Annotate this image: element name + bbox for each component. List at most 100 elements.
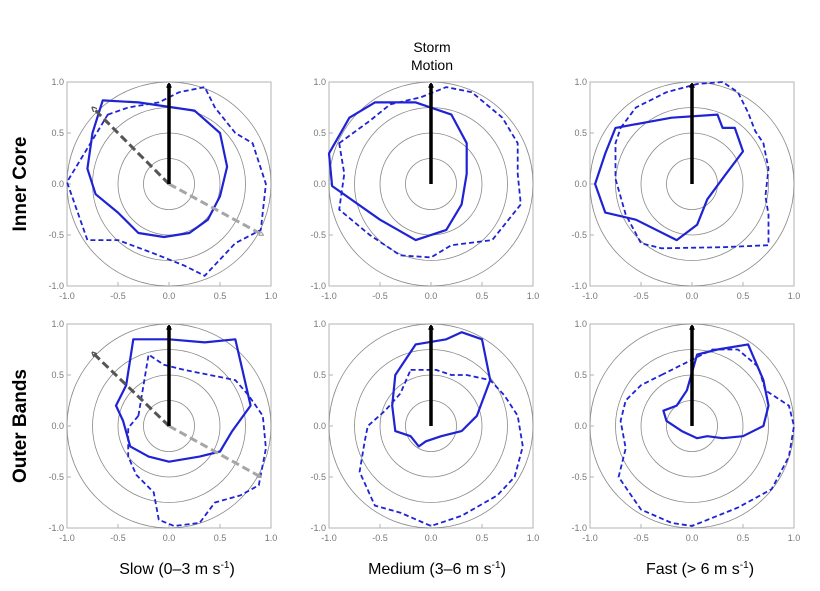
y-tick-label: 1.0 [313,319,326,329]
x-tick-label: 0.5 [214,291,227,301]
x-tick-label: -1.0 [582,533,598,543]
y-tick-label: -1.0 [310,523,326,533]
solid-contour [662,343,770,440]
column-label-superscript: -1 [492,560,501,571]
dashed-contour [127,353,267,527]
column-label-text: Medium (3–6 m s [368,561,492,578]
y-tick-label: 0.0 [51,179,64,189]
x-tick-label: 1.0 [788,533,801,543]
x-tick-label: 1.0 [788,291,801,301]
x-tick-label: 0.5 [737,291,750,301]
y-tick-label: -1.0 [571,281,587,291]
y-tick-label: 0.5 [313,370,326,380]
x-tick-label: 0.5 [476,291,489,301]
dashed-contour [614,81,770,250]
y-tick-label: -1.0 [48,523,64,533]
x-tick-label: 0.0 [163,291,176,301]
y-tick-label: 0.0 [574,421,587,431]
row-label-inner-core: Inner Core [10,136,31,231]
panel-inner-core-medium: -1.0 -0.5 0.0 0.5 1.0 1.0 0.5 0.0 -0.5 -1.0 [310,77,539,301]
dashed-contour [617,348,795,527]
y-tick-label: -0.5 [310,472,326,482]
x-tick-label: 1.0 [527,291,540,301]
y-tick-label: 1.0 [313,77,326,87]
y-tick-label: 0.0 [313,421,326,431]
column-label-superscript: -1 [221,560,230,571]
column-label-superscript: -1 [740,560,749,571]
x-tick-label: -0.5 [110,533,126,543]
x-tick-label: -0.5 [633,291,649,301]
y-tick-label: -1.0 [571,523,587,533]
column-label-medium: Medium (3–6 m s-1) [368,560,506,578]
x-tick-label: 0.0 [425,533,438,543]
y-tick-label: 0.0 [51,421,64,431]
column-label-close: ) [749,561,754,578]
dashed-contour [66,86,267,277]
column-label-close: ) [229,561,234,578]
y-tick-label: 0.5 [574,370,587,380]
x-tick-label: 0.0 [686,533,699,543]
x-tick-label: -1.0 [321,533,337,543]
y-tick-label: -0.5 [310,230,326,240]
column-label-text: Fast (> 6 m s [646,561,740,578]
y-tick-label: 0.5 [574,128,587,138]
column-label-close: ) [501,561,506,578]
solid-contour [86,99,229,239]
x-tick-label: -1.0 [59,533,75,543]
x-tick-label: -0.5 [110,291,126,301]
x-tick-label: 0.5 [476,533,489,543]
y-tick-label: 0.5 [313,128,326,138]
column-label-text: Slow (0–3 m s [119,561,220,578]
y-tick-label: -0.5 [571,472,587,482]
panel-outer-bands-slow: -1.0 -0.5 0.0 0.5 1.0 1.0 0.5 0.0 -0.5 -1.0 [48,319,277,543]
x-tick-label: 1.0 [527,533,540,543]
y-tick-label: 1.0 [574,319,587,329]
y-tick-label: 1.0 [51,77,64,87]
solid-contour [391,331,492,448]
x-tick-label: -0.5 [372,533,388,543]
x-tick-label: -0.5 [372,291,388,301]
x-tick-label: 0.5 [214,533,227,543]
y-tick-label: -0.5 [48,230,64,240]
y-tick-label: 0.5 [51,128,64,138]
x-tick-label: -1.0 [321,291,337,301]
x-tick-label: 0.0 [163,533,176,543]
row-label-outer-bands: Outer Bands [10,369,31,483]
y-tick-label: -0.5 [571,230,587,240]
panel-outer-bands-fast: -1.0 -0.5 0.0 0.5 1.0 1.0 0.5 0.0 -0.5 -1.0 [571,319,800,543]
x-tick-label: 0.0 [425,291,438,301]
dashed-contour [358,368,524,527]
y-tick-label: -1.0 [310,281,326,291]
x-tick-label: -1.0 [59,291,75,301]
panel-grid: -1.0 -0.5 0.0 0.5 1.01.00.50.0-0.5-1.0-1.0 -0… [48,77,800,543]
dashed-contour [338,86,522,259]
y-tick-label: 0.5 [51,370,64,380]
x-tick-label: 0.5 [737,533,750,543]
direction-arrow [93,353,171,428]
y-tick-label: 1.0 [51,319,64,329]
solid-contour [327,101,468,242]
solid-contour [114,338,252,463]
column-label-slow: Slow (0–3 m s-1) [119,560,235,578]
solid-contour [593,113,745,242]
storm-motion-label-line2: Motion [411,57,453,73]
y-tick-label: 1.0 [574,77,587,87]
direction-arrow [168,182,263,237]
direction-arrow [93,108,171,186]
column-label-fast: Fast (> 6 m s-1) [646,560,754,578]
x-tick-label: 1.0 [265,533,278,543]
storm-motion-label-line1: Storm [413,39,450,55]
panel-outer-bands-medium: -1.0 -0.5 0.0 0.5 1.0 1.0 0.5 0.0 -0.5 -1.0 [310,319,539,543]
direction-arrow [168,424,261,479]
y-tick-label: 0.0 [574,179,587,189]
y-tick-label: 0.0 [313,179,326,189]
y-tick-label: -0.5 [48,472,64,482]
x-tick-label: -0.5 [633,533,649,543]
x-tick-label: -1.0 [582,291,598,301]
x-tick-label: 1.0 [265,291,278,301]
panel-inner-core-fast: -1.0 -0.5 0.0 0.5 1.0 1.0 0.5 0.0 -0.5 -1.0 [571,77,800,301]
x-tick-label: 0.0 [686,291,699,301]
panel-inner-core-slow: -1.0 -0.5 0.0 0.5 1.0 1.0 0.5 0.0 -0.5 -1.0 [48,77,277,301]
y-tick-label: -1.0 [48,281,64,291]
